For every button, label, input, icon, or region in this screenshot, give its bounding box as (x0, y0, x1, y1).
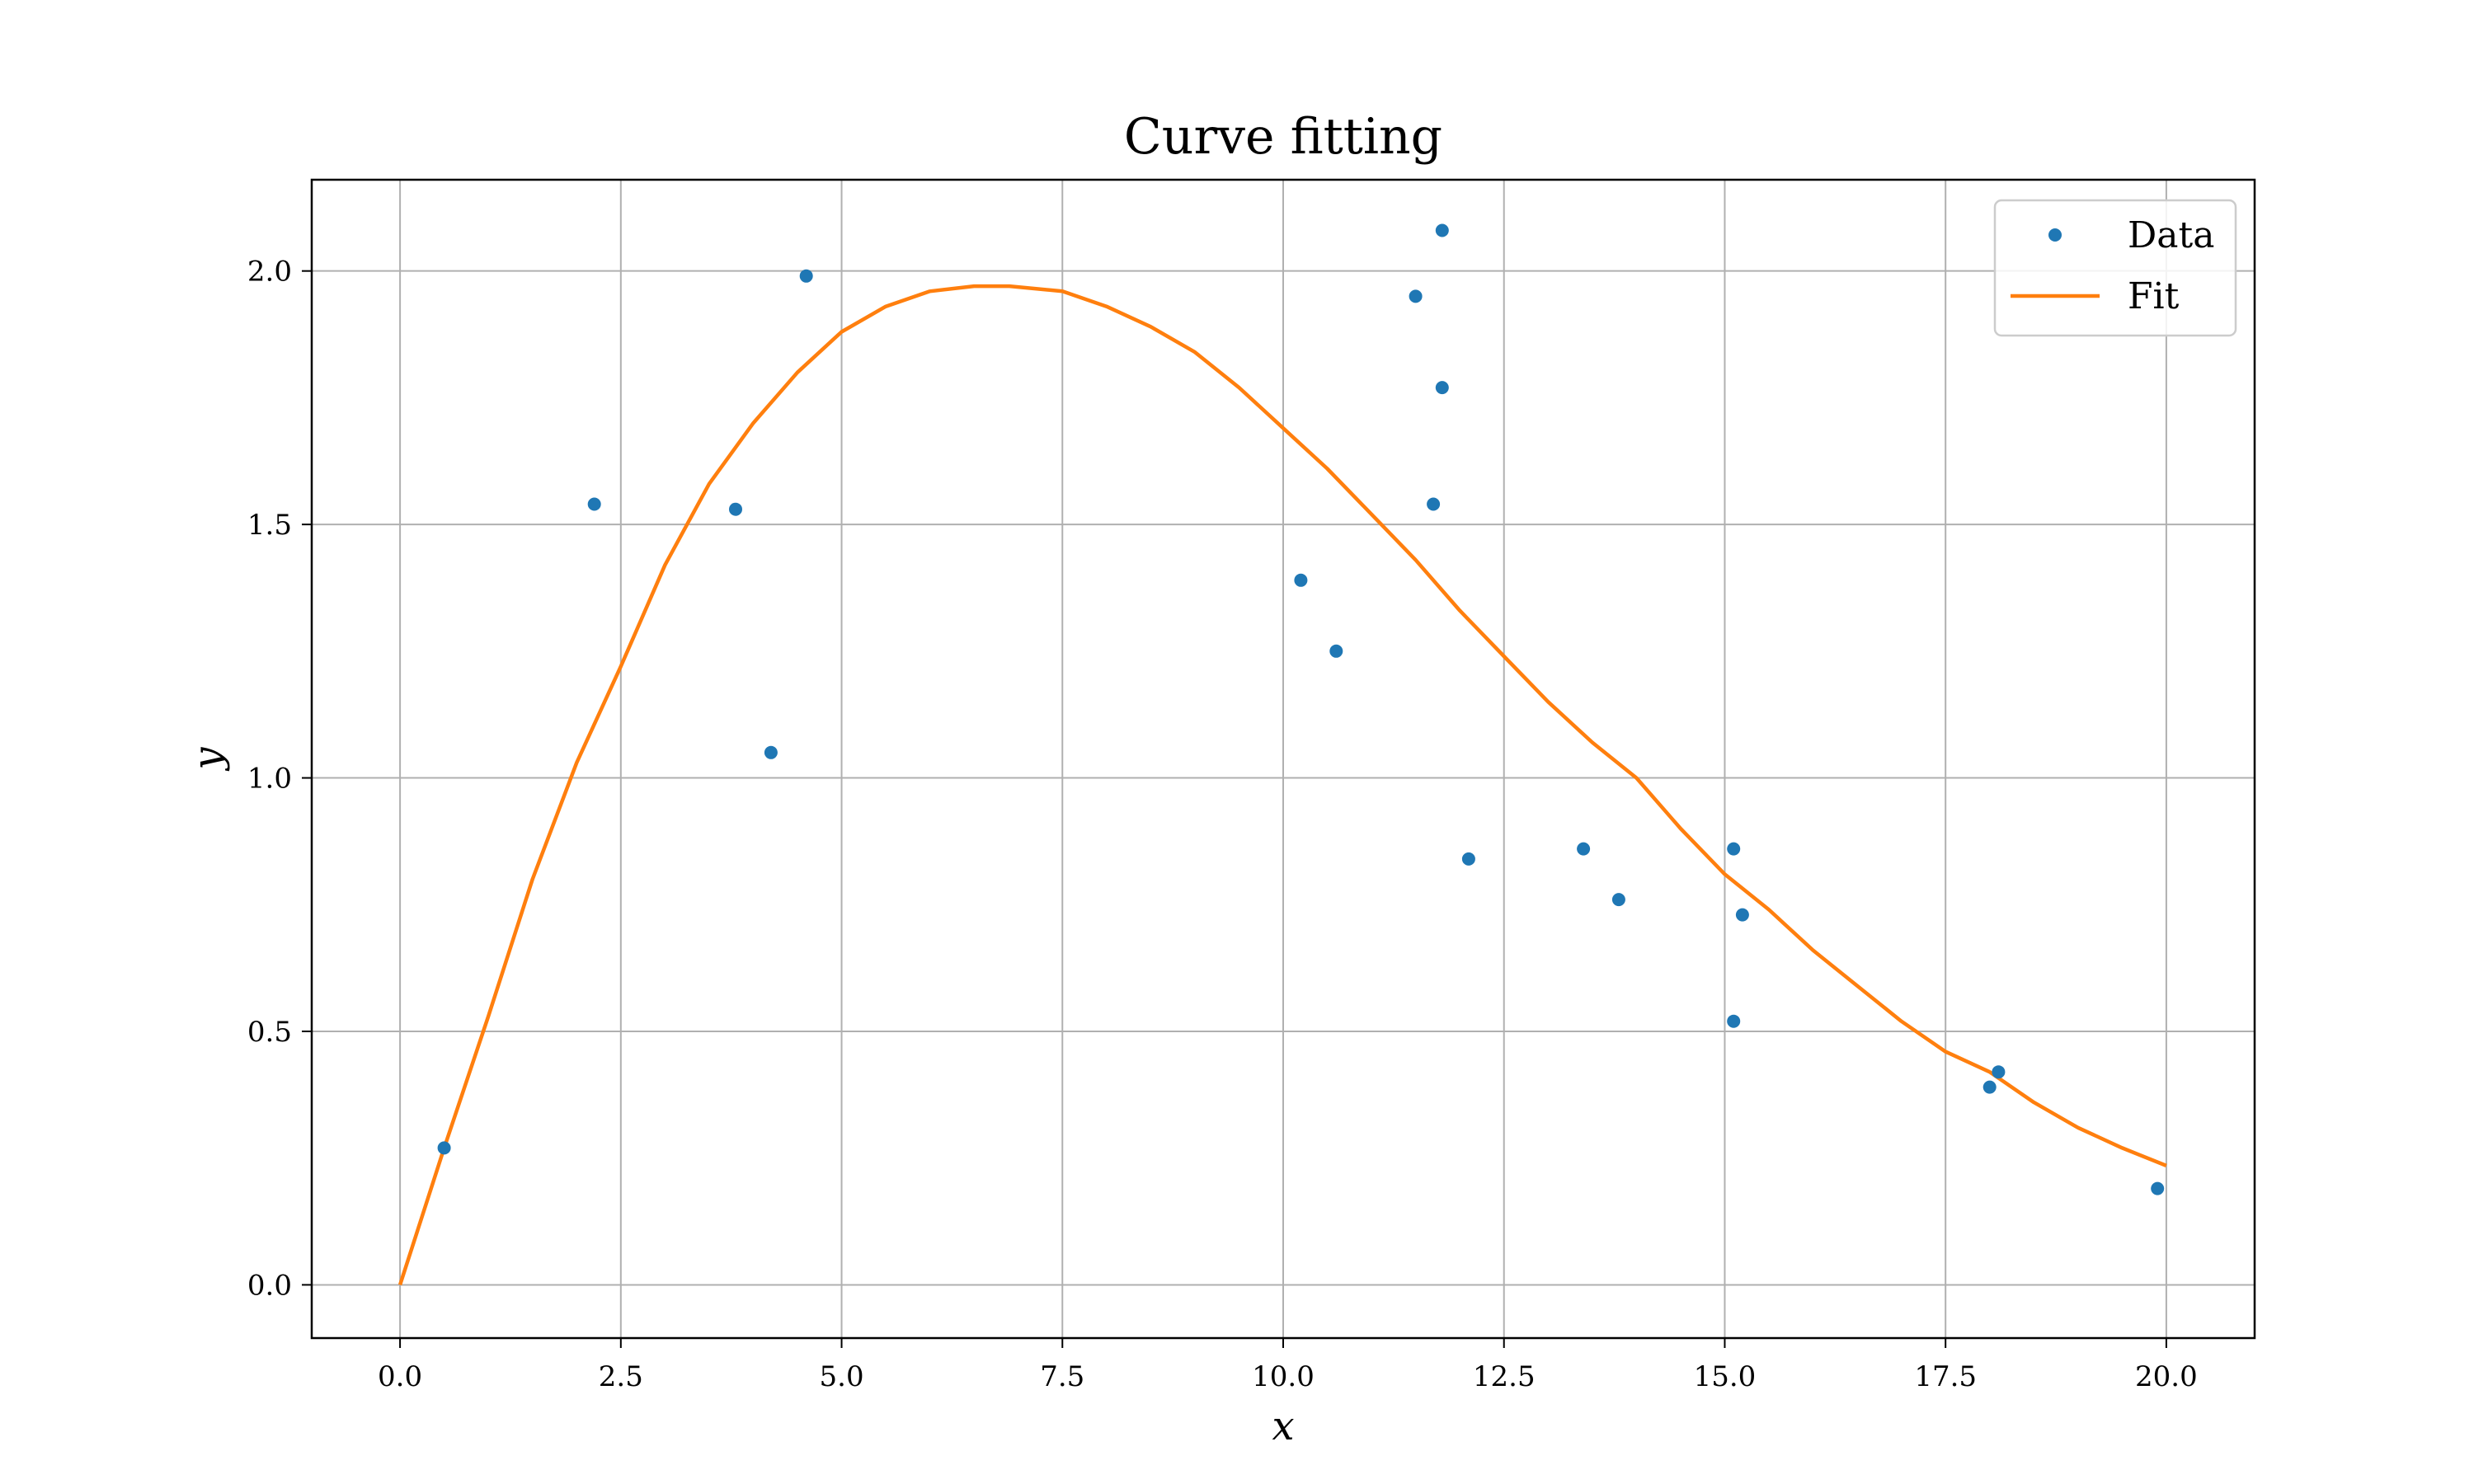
fit-line (397, 284, 2167, 1286)
legend-fit-label: Fit (2128, 275, 2180, 317)
chart-title: Curve fitting (1124, 108, 1442, 166)
data-point (587, 497, 601, 511)
data-point (1435, 223, 1449, 237)
data-point (1461, 852, 1475, 866)
legend: Data Fit (1993, 199, 2237, 337)
data-point (1992, 1065, 2006, 1079)
x-tick-label: 15.0 (1694, 1360, 1757, 1393)
data-point (1577, 842, 1591, 856)
fit-series (397, 284, 2167, 1286)
data-point (1735, 908, 1749, 922)
y-tick-label: 0.5 (247, 1016, 292, 1049)
x-tick-label: 2.5 (599, 1360, 643, 1393)
x-tick-label: 0.0 (378, 1360, 422, 1393)
y-tick-label: 2.0 (247, 256, 292, 289)
data-point (1294, 573, 1308, 587)
y-axis-label: y (185, 747, 231, 772)
x-tick-label: 10.0 (1252, 1360, 1315, 1393)
data-point (1611, 893, 1625, 907)
x-tick-label: 7.5 (1040, 1360, 1084, 1393)
data-point (1329, 644, 1343, 658)
grid-lines (312, 180, 2255, 1338)
y-tick-label: 1.0 (247, 763, 292, 796)
x-axis-label: x (1272, 1403, 1294, 1449)
data-point (1727, 1014, 1741, 1028)
data-point (2151, 1181, 2165, 1195)
data-point (764, 745, 778, 759)
x-tick-label: 20.0 (2135, 1360, 2198, 1393)
y-tick-label: 1.5 (247, 509, 292, 542)
x-tick-label: 5.0 (820, 1360, 864, 1393)
legend-data-label: Data (2128, 214, 2214, 256)
y-tick-label: 0.0 (247, 1269, 292, 1302)
legend-data-marker (2048, 228, 2062, 242)
data-series (437, 223, 2165, 1195)
data-point (1409, 289, 1423, 303)
data-point (1727, 842, 1741, 856)
y-axis-ticks: 0.0 0.5 1.0 1.5 2.0 (247, 256, 312, 1302)
data-point (1435, 381, 1449, 395)
x-tick-label: 17.5 (1914, 1360, 1977, 1393)
data-point (799, 269, 813, 283)
data-point (437, 1141, 451, 1155)
data-point (729, 502, 742, 516)
x-tick-label: 12.5 (1473, 1360, 1536, 1393)
data-point (1427, 497, 1441, 511)
data-point (1982, 1080, 1997, 1094)
x-axis-ticks: 0.0 2.5 5.0 7.5 10.0 12.5 15.0 17.5 20.0 (378, 1338, 2198, 1393)
